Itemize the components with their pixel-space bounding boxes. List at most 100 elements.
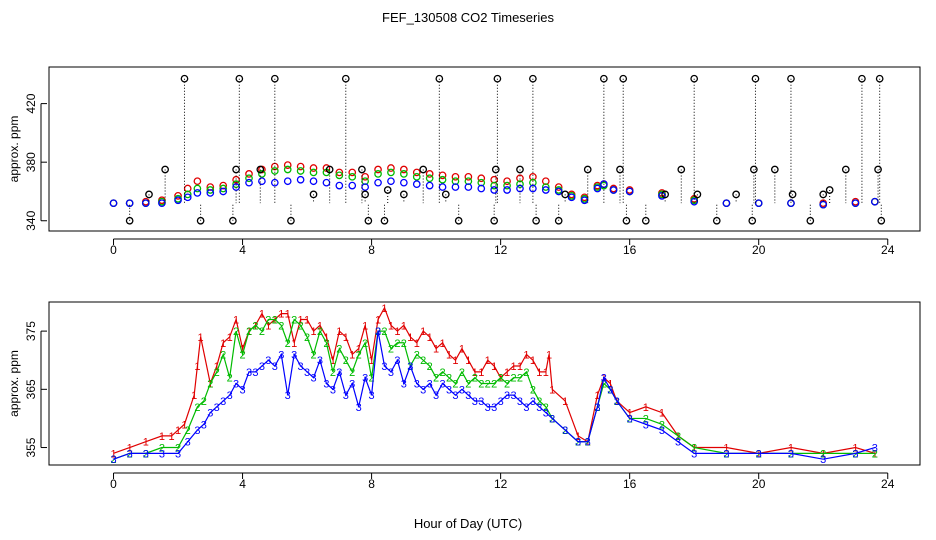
series-1-marker: 1: [381, 303, 387, 315]
series-3-point: [851, 199, 860, 208]
ref-point: [693, 190, 702, 199]
ref-point: [750, 165, 758, 174]
series-3-point: [283, 177, 292, 186]
series-1-marker: 1: [272, 314, 278, 326]
series-2-point: [438, 175, 447, 184]
series-1-marker: 1: [536, 367, 542, 379]
series-2-point: [412, 172, 421, 181]
series-2-marker: 2: [627, 413, 633, 425]
series-2-marker: 2: [394, 338, 400, 350]
series-2-marker: 2: [272, 314, 278, 326]
plot-frame: [48, 66, 921, 232]
y-tick-label: 380: [24, 152, 38, 172]
series-1-marker: 1: [756, 448, 762, 460]
series-1-marker: 1: [498, 373, 504, 385]
series-1-marker: 1: [504, 367, 510, 379]
ref-point: [490, 216, 499, 225]
series-1-marker: 1: [401, 320, 407, 332]
series-2-point: [193, 184, 202, 193]
series-2-marker: 2: [233, 326, 239, 338]
series-2-marker: 2: [239, 349, 245, 361]
series-2-marker: 2: [585, 437, 591, 449]
x-tick-label: 8: [368, 477, 375, 491]
series-2-marker: 2: [440, 367, 446, 379]
series-1-marker: 1: [478, 367, 484, 379]
series-2-marker: 2: [207, 379, 213, 391]
ref-point: [874, 165, 882, 174]
ref-point: [641, 216, 650, 225]
series-3-marker: 3: [220, 396, 226, 408]
series-3-point: [819, 200, 828, 209]
series-3-marker: 3: [498, 396, 504, 408]
series-3-marker: 3: [504, 390, 510, 402]
series-2-marker: 2: [491, 379, 497, 391]
series-3-marker: 3: [201, 419, 207, 431]
series-3-marker: 3: [852, 448, 858, 460]
ref-point: [690, 74, 699, 83]
x-tick-label: 0: [110, 243, 117, 257]
y-axis-label: approx. ppm: [7, 116, 21, 183]
series-1-marker: 1: [446, 349, 452, 361]
series-1-marker: 1: [852, 443, 858, 455]
series-2-marker: 2: [127, 448, 133, 460]
ref-point: [819, 190, 828, 199]
series-2-marker: 2: [498, 373, 504, 385]
series-3-marker: 3: [356, 402, 362, 414]
series-2-marker: 2: [675, 431, 681, 443]
series-2-marker: 2: [575, 437, 581, 449]
series-3-marker: 3: [110, 454, 116, 466]
series-2-point: [374, 170, 382, 178]
x-tick-label: 24: [881, 477, 895, 491]
series-1-marker: 1: [330, 355, 336, 367]
series-1-marker: 1: [530, 355, 536, 367]
series-3-marker: 3: [159, 448, 165, 460]
ref-point: [529, 74, 537, 83]
series-2-marker: 2: [291, 314, 297, 326]
x-tick-label: 0: [110, 477, 117, 491]
series-3-point: [219, 187, 228, 196]
series-1-marker: 1: [291, 338, 297, 350]
series-1-marker: 1: [433, 344, 439, 356]
series-2-marker: 2: [756, 448, 762, 460]
series-3-point: [270, 178, 279, 187]
series-1-point: [245, 170, 253, 178]
series-1-marker: 1: [675, 431, 681, 443]
series-3-point: [490, 186, 499, 194]
series-2-point: [245, 174, 253, 183]
series-3-marker: 3: [491, 402, 497, 414]
ref-point: [561, 190, 569, 199]
series-1-marker: 1: [420, 326, 426, 338]
series-1-marker: 1: [169, 431, 175, 443]
series-3-marker: 3: [614, 396, 620, 408]
ref-point: [161, 165, 169, 174]
series-1-marker: 1: [362, 320, 368, 332]
y-tick-label: 365: [24, 379, 38, 399]
series-2-marker: 2: [214, 367, 220, 379]
series-3-marker: 3: [433, 390, 439, 402]
series-1-marker: 1: [459, 344, 465, 356]
series-1-point: [296, 162, 305, 171]
series-2-marker: 2: [246, 326, 252, 338]
series-3-marker: 3: [420, 384, 426, 396]
series-2-marker: 2: [643, 413, 649, 425]
ref-point: [145, 190, 153, 199]
series-3-marker: 3: [185, 437, 191, 449]
series-2-point: [183, 190, 192, 199]
series-1-marker: 1: [198, 332, 204, 344]
series-1-marker: 1: [175, 425, 181, 437]
series-2-marker: 2: [414, 349, 420, 361]
series-2-marker: 2: [175, 443, 181, 455]
series-3-point: [754, 199, 763, 208]
series-3-marker: 3: [272, 361, 278, 373]
series-1-marker: 1: [452, 355, 458, 367]
ref-point: [180, 74, 189, 83]
series-2-marker: 2: [317, 326, 323, 338]
series-2-point: [206, 186, 215, 194]
series-2-marker: 2: [227, 373, 233, 385]
series-2-marker: 2: [523, 367, 529, 379]
series-2-marker: 2: [278, 320, 284, 332]
series-2-marker: 2: [536, 396, 542, 408]
series-1-point: [374, 165, 382, 174]
series-2-marker: 2: [220, 349, 226, 361]
series-3-marker: 3: [549, 413, 555, 425]
